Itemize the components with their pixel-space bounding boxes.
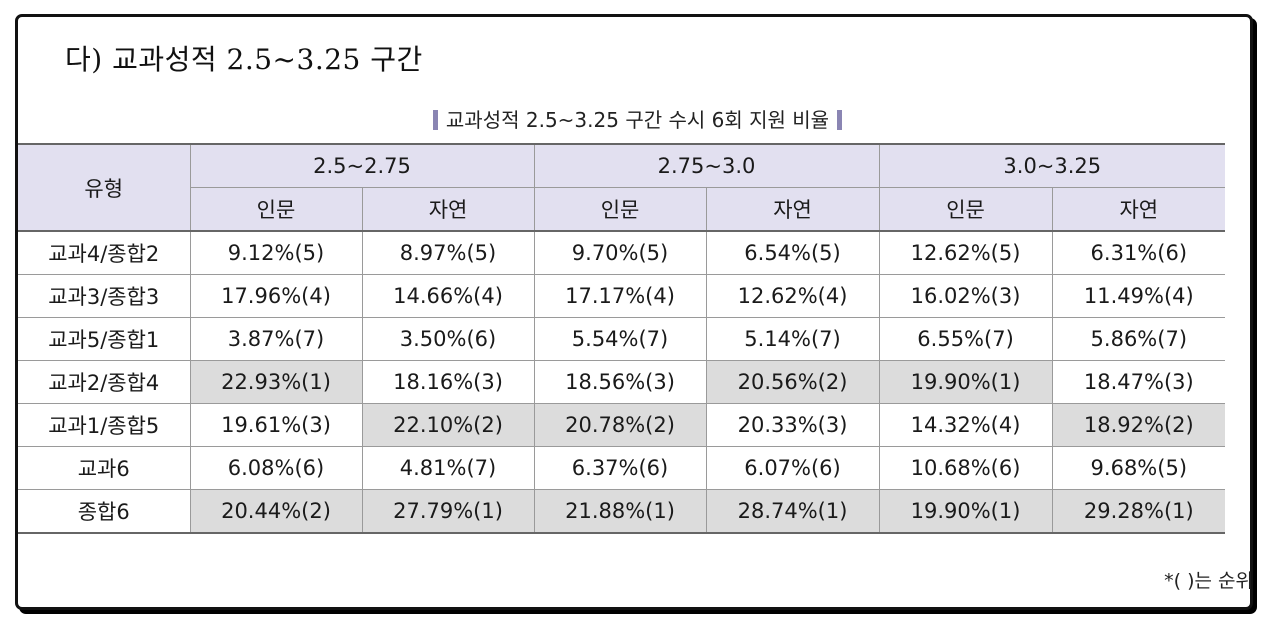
caption-bar-left (432, 110, 438, 130)
group-header: 2.75~3.0 (533, 143, 880, 188)
caption-text: 교과성적 2.5~3.25 구간 수시 6회 지원 비율 (445, 108, 830, 132)
caption-bar-right (837, 110, 843, 130)
table-cell: 8.97%(5) (361, 230, 535, 275)
table-cell: 6.55%(7) (878, 317, 1053, 361)
row-label: 교과6 (18, 446, 191, 490)
table-cell: 17.17%(4) (533, 274, 707, 318)
table-cell: 11.49%(4) (1051, 274, 1226, 318)
table-row: 교과6 6.08%(6) 4.81%(7) 6.37%(6) 6.07%(6) 10.68… (18, 446, 1226, 490)
table-row: 교과5/종합1 3.87%(7) 3.50%(6) 5.54%(7) 5.14%(7) 6… (18, 317, 1226, 361)
table-cell: 12.62%(4) (705, 274, 880, 318)
data-table: 유형 2.5~2.75 2.75~3.0 3.0~3.25 인문 자연 인문 자… (18, 143, 1226, 534)
section-title: 다) 교과성적 2.5~3.25 구간 (65, 43, 423, 76)
table-cell: 5.14%(7) (705, 317, 880, 361)
table-cell: 27.79%(1) (361, 489, 535, 534)
table-cell: 19.90%(1) (878, 360, 1053, 404)
group-header-row: 유형 2.5~2.75 2.75~3.0 3.0~3.25 (18, 143, 1226, 232)
table-cell: 16.02%(3) (878, 274, 1053, 318)
table-cell: 6.31%(6) (1051, 230, 1226, 275)
subheader: 자연 (1051, 187, 1226, 232)
table-row: 교과2/종합4 22.93%(1) 18.16%(3) 18.56%(3) 20.56%… (18, 360, 1226, 404)
table-cell: 21.88%(1) (533, 489, 707, 534)
table-caption: 교과성적 2.5~3.25 구간 수시 6회 지원 비율 (0, 104, 1275, 133)
table-row: 교과1/종합5 19.61%(3) 22.10%(2) 20.78%(2) 20.33%… (18, 403, 1226, 447)
table-cell: 19.90%(1) (878, 489, 1053, 534)
table-cell: 18.56%(3) (533, 360, 707, 404)
table-cell: 18.92%(2) (1051, 403, 1226, 447)
table-cell: 12.62%(5) (878, 230, 1053, 275)
table-cell: 22.10%(2) (361, 403, 535, 447)
subheader-row: 인문 자연 인문 자연 인문 자연 (18, 187, 1226, 232)
table-cell: 20.56%(2) (705, 360, 880, 404)
table-cell: 4.81%(7) (361, 446, 535, 490)
row-label: 교과2/종합4 (18, 360, 191, 404)
subheader: 인문 (533, 187, 707, 232)
table-cell: 22.93%(1) (189, 360, 363, 404)
table-cell: 3.50%(6) (361, 317, 535, 361)
table-cell: 9.70%(5) (533, 230, 707, 275)
type-header: 유형 (18, 143, 191, 232)
table-cell: 29.28%(1) (1051, 489, 1226, 534)
table-cell: 10.68%(6) (878, 446, 1053, 490)
subheader: 자연 (705, 187, 880, 232)
table-cell: 20.44%(2) (189, 489, 363, 534)
table-cell: 18.16%(3) (361, 360, 535, 404)
table-cell: 5.54%(7) (533, 317, 707, 361)
row-label: 종합6 (18, 489, 191, 534)
subheader: 인문 (878, 187, 1053, 232)
table-cell: 6.37%(6) (533, 446, 707, 490)
table-cell: 20.78%(2) (533, 403, 707, 447)
row-label: 교과5/종합1 (18, 317, 191, 361)
table-cell: 6.07%(6) (705, 446, 880, 490)
table-row: 종합6 20.44%(2) 27.79%(1) 21.88%(1) 28.74%(1) 1… (18, 489, 1226, 534)
table-cell: 5.86%(7) (1051, 317, 1226, 361)
row-label: 교과3/종합3 (18, 274, 191, 318)
table-cell: 14.66%(4) (361, 274, 535, 318)
table-cell: 18.47%(3) (1051, 360, 1226, 404)
group-header: 3.0~3.25 (878, 143, 1226, 188)
subheader: 인문 (190, 187, 363, 232)
table-row: 교과3/종합3 17.96%(4) 14.66%(4) 17.17%(4) 12.62%… (18, 274, 1226, 318)
group-header: 2.5~2.75 (189, 143, 535, 188)
table-cell: 6.08%(6) (189, 446, 363, 490)
subheader: 자연 (361, 187, 535, 232)
row-label: 교과1/종합5 (18, 403, 191, 447)
table-body: 교과4/종합2 9.12%(5) 8.97%(5) 9.70%(5) 6.54%(5) 1… (18, 230, 1226, 534)
table-cell: 6.54%(5) (705, 230, 880, 275)
table-cell: 3.87%(7) (189, 317, 363, 361)
table-cell: 14.32%(4) (878, 403, 1053, 447)
table-cell: 28.74%(1) (705, 489, 880, 534)
table-cell: 9.12%(5) (189, 230, 363, 275)
footnote: *( )는 순위 (1164, 570, 1253, 592)
table-cell: 17.96%(4) (189, 274, 363, 318)
table-row: 교과4/종합2 9.12%(5) 8.97%(5) 9.70%(5) 6.54%(5) 1… (18, 230, 1226, 275)
table-cell: 19.61%(3) (189, 403, 363, 447)
table-cell: 9.68%(5) (1051, 446, 1226, 490)
row-label: 교과4/종합2 (18, 230, 191, 275)
table-cell: 20.33%(3) (705, 403, 880, 447)
